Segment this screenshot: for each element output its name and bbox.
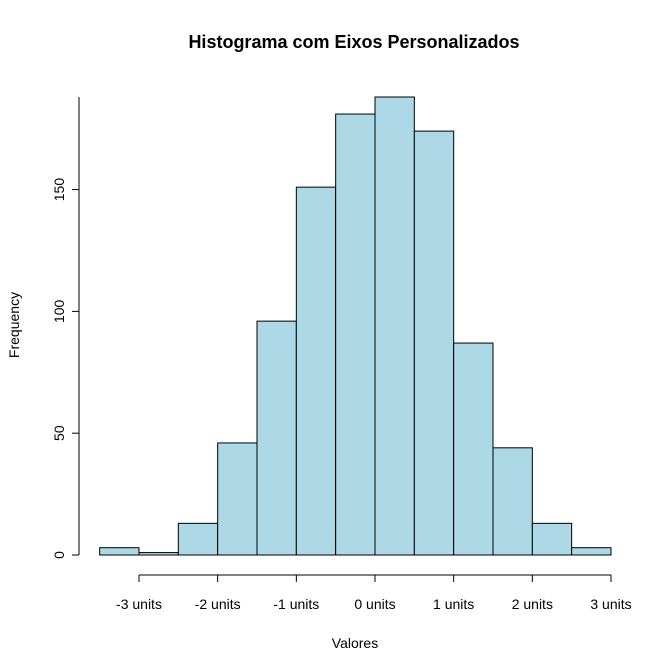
y-tick-label: 50 bbox=[51, 425, 67, 441]
histogram-bar bbox=[256, 320, 297, 556]
histogram-bar bbox=[177, 522, 219, 556]
x-tick-label: -2 units bbox=[195, 596, 241, 612]
histogram-bar bbox=[413, 130, 455, 556]
x-tick-label: 0 units bbox=[354, 596, 395, 612]
histogram-bar bbox=[99, 547, 140, 556]
histogram-bar bbox=[335, 113, 376, 556]
histogram-bars bbox=[99, 96, 612, 556]
y-axis-label: Frequency bbox=[6, 292, 22, 358]
histogram-bar bbox=[217, 442, 258, 556]
histogram-bar bbox=[571, 547, 612, 556]
y-tick-label: 0 bbox=[51, 551, 67, 559]
x-axis: -3 units -2 units -1 units 0 units 1 units 2 … bbox=[116, 574, 632, 612]
chart-title: Histograma com Eixos Personalizados bbox=[188, 32, 519, 52]
y-axis: 0 50 100 150 bbox=[51, 97, 80, 559]
histogram-bar bbox=[531, 522, 573, 556]
histogram-bar bbox=[374, 96, 415, 556]
histogram-bar bbox=[453, 342, 494, 556]
histogram-bar bbox=[295, 186, 337, 556]
x-tick-label: 3 units bbox=[590, 596, 631, 612]
x-axis-label: Valores bbox=[332, 635, 378, 651]
histogram-bar bbox=[138, 552, 179, 556]
y-tick-label: 150 bbox=[51, 178, 67, 202]
y-tick-label: 100 bbox=[51, 299, 67, 323]
x-tick-label: 2 units bbox=[512, 596, 553, 612]
x-tick-label: -3 units bbox=[116, 596, 162, 612]
x-tick-label: -1 units bbox=[273, 596, 319, 612]
histogram-bar bbox=[492, 447, 533, 556]
x-tick-label: 1 units bbox=[433, 596, 474, 612]
